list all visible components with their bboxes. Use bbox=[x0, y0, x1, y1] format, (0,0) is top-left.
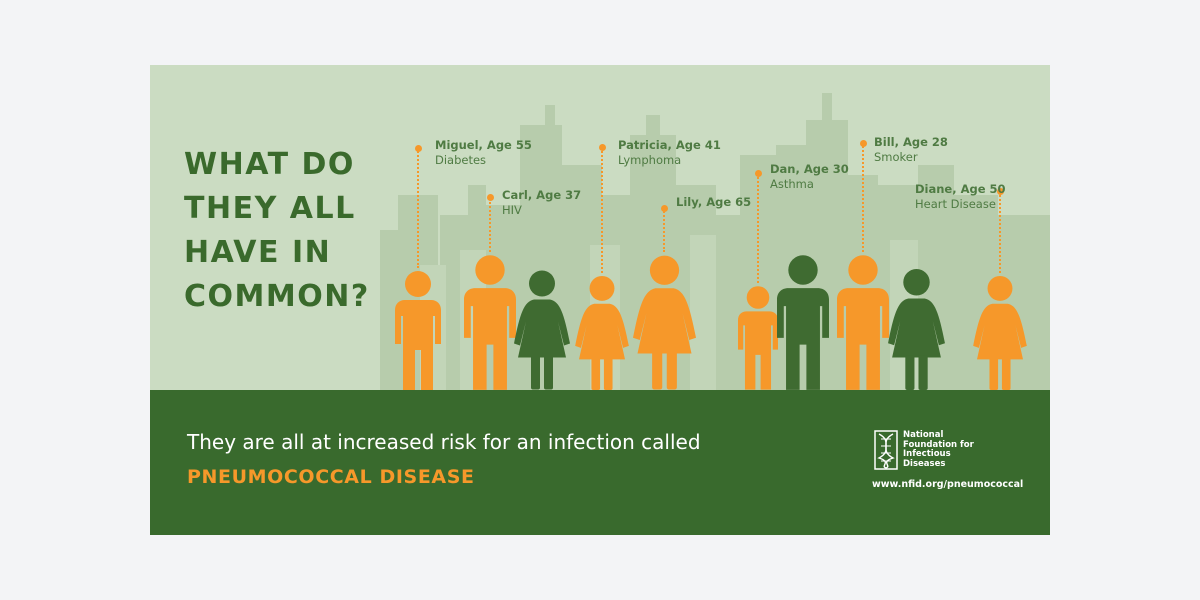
callout-line bbox=[757, 173, 759, 283]
figure-silhouette bbox=[575, 275, 629, 390]
figure-silhouette bbox=[887, 269, 945, 390]
person-icon bbox=[837, 254, 889, 390]
callout-line bbox=[489, 197, 491, 252]
callout-line bbox=[417, 148, 419, 268]
person-name: Lily, Age 65 bbox=[676, 195, 752, 209]
person-name: Miguel, Age 55 bbox=[435, 138, 532, 152]
person-icon bbox=[738, 285, 778, 390]
callout-line bbox=[862, 143, 864, 252]
figure-silhouette bbox=[973, 275, 1027, 390]
figure-silhouette bbox=[395, 271, 441, 390]
person-condition: Diabetes bbox=[435, 153, 487, 167]
headline-line: WHAT DO bbox=[184, 147, 355, 182]
logo-line: National bbox=[903, 430, 944, 440]
person-icon bbox=[464, 254, 516, 390]
disease-name: PNEUMOCOCCAL DISEASE bbox=[187, 466, 475, 488]
logo-line: Diseases bbox=[903, 458, 946, 469]
figure-silhouette bbox=[464, 255, 516, 390]
person-icon bbox=[777, 254, 829, 390]
footer-panel: They are all at increased risk for an in… bbox=[150, 390, 1050, 535]
person-icon bbox=[395, 270, 441, 390]
sky-panel: WHAT DO THEY ALL HAVE IN COMMON? Miguel,… bbox=[150, 65, 1050, 390]
callout-line bbox=[601, 147, 603, 273]
logo-line: Infectious bbox=[903, 449, 951, 459]
person-label: Patricia, Age 41 Lymphoma bbox=[618, 138, 721, 168]
person-name: Patricia, Age 41 bbox=[618, 138, 721, 152]
woman-icon bbox=[575, 275, 629, 390]
woman-icon bbox=[973, 275, 1027, 390]
person-name: Carl, Age 37 bbox=[502, 188, 582, 202]
person-condition: Lymphoma bbox=[618, 153, 682, 167]
tagline: They are all at increased risk for an in… bbox=[187, 430, 701, 454]
person-name: Bill, Age 28 bbox=[874, 135, 948, 149]
dna-helix-icon bbox=[874, 430, 898, 470]
callout-line bbox=[663, 208, 665, 252]
figure-silhouette bbox=[777, 255, 829, 390]
callout-line bbox=[999, 191, 1001, 273]
figure-silhouette bbox=[738, 286, 778, 390]
website-url: www.nfid.org/pneumococcal bbox=[872, 479, 1024, 490]
figure-silhouette bbox=[514, 270, 570, 390]
person-label: Diane, Age 50 Heart Disease bbox=[915, 182, 1006, 212]
logo-line: Foundation for bbox=[903, 439, 974, 450]
person-condition: Smoker bbox=[874, 150, 918, 164]
figure-silhouette bbox=[837, 255, 889, 390]
woman-icon bbox=[887, 268, 945, 390]
infographic-card: WHAT DO THEY ALL HAVE IN COMMON? Miguel,… bbox=[150, 65, 1050, 535]
person-label: Carl, Age 37 HIV bbox=[502, 188, 581, 218]
headline: WHAT DO THEY ALL HAVE IN COMMON? bbox=[184, 143, 370, 319]
person-name: Diane, Age 50 bbox=[915, 182, 1006, 196]
person-condition: Asthma bbox=[770, 177, 814, 191]
person-condition: HIV bbox=[502, 203, 522, 217]
figure-silhouette bbox=[632, 255, 696, 390]
headline-line: THEY ALL bbox=[184, 191, 356, 226]
person-label: Bill, Age 28 Smoker bbox=[874, 135, 948, 165]
person-condition: Heart Disease bbox=[915, 197, 996, 211]
person-label: Dan, Age 30 Asthma bbox=[770, 162, 849, 192]
woman-icon bbox=[632, 254, 696, 390]
logo-text: National Foundation for Infectious Disea… bbox=[903, 430, 974, 469]
person-name: Dan, Age 30 bbox=[770, 162, 849, 176]
headline-line: HAVE IN bbox=[184, 235, 332, 270]
person-label: Lily, Age 65 bbox=[676, 195, 751, 210]
woman-icon bbox=[514, 269, 570, 390]
headline-line: COMMON? bbox=[184, 279, 370, 314]
person-label: Miguel, Age 55 Diabetes bbox=[435, 138, 532, 168]
